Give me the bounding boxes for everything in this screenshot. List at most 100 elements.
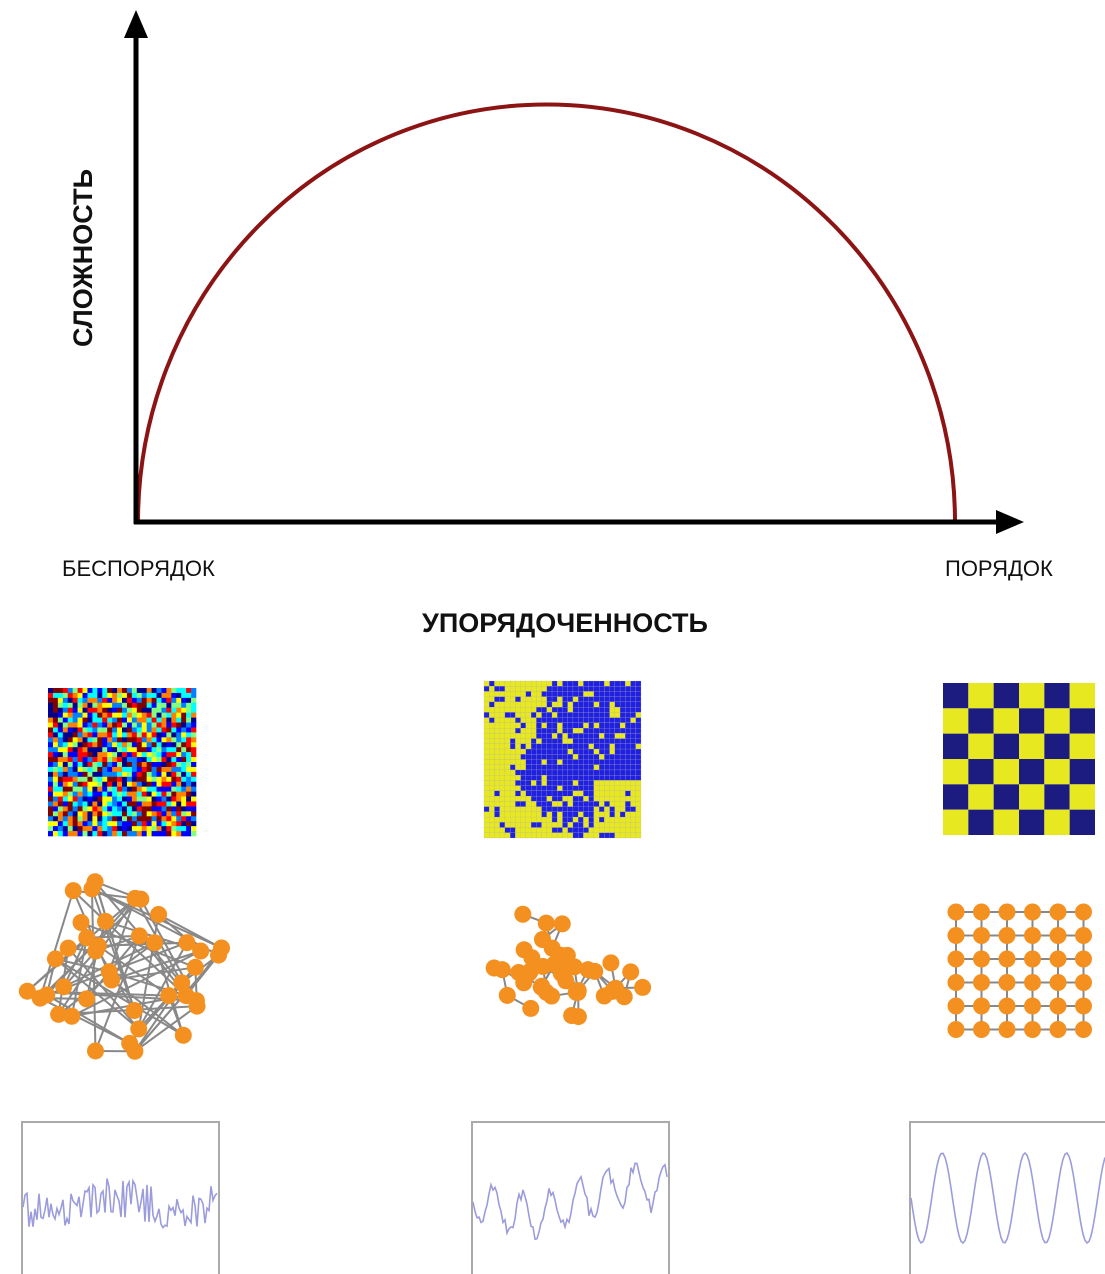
noise-cell [102,772,107,777]
noise-cell [152,772,157,777]
domain-cell [594,754,599,759]
domain-cell [542,754,547,759]
domain-cell [589,828,594,833]
noise-cell [102,777,107,782]
noise-cell [112,708,117,713]
noise-cell [97,703,102,708]
noise-cell [58,762,63,767]
domain-cell [494,812,499,817]
domain-cell [610,760,615,765]
noise-cell [166,752,171,757]
checker-cell [1019,784,1044,809]
x-right-label: ПОРЯДОК [945,556,1053,581]
domain-cell [505,749,510,754]
domain-cell [573,791,578,796]
domain-cell [589,686,594,691]
domain-cell [505,770,510,775]
noise-cell [152,713,157,718]
domain-cell [510,786,515,791]
noise-cell [63,698,68,703]
domain-cell [568,801,573,806]
noise-cell [122,693,127,698]
noise-cell [166,797,171,802]
domain-cell [552,707,557,712]
domain-cell [589,822,594,827]
domain-cell [563,801,568,806]
domain-cell [599,691,604,696]
domain-cell [515,760,520,765]
domain-cell [589,697,594,702]
domain-cell [599,786,604,791]
noise-cell [186,826,191,831]
domain-cell [636,760,641,765]
domain-cell [557,733,562,738]
noise-cell [63,727,68,732]
noise-cell [181,816,186,821]
domain-cell [573,801,578,806]
domain-cell [489,733,494,738]
noise-cell [58,737,63,742]
noise-cell [171,777,176,782]
noise-cell [132,767,137,772]
domain-cell [599,718,604,723]
domain-cell [531,765,536,770]
domain-cell [542,739,547,744]
domain-cell [610,817,615,822]
noise-cell [48,723,53,728]
noise-cell [191,826,196,831]
node [499,987,516,1004]
domain-cell [510,796,515,801]
noise-cell [112,772,117,777]
domain-cell [636,681,641,686]
noise-cell [117,723,122,728]
noise-cell [58,787,63,792]
domain-cell [604,691,609,696]
noise-cell [127,797,132,802]
domain-cell [583,739,588,744]
domain-cell [563,733,568,738]
noise-cell [152,792,157,797]
noise-cell [48,772,53,777]
noise-cell [48,757,53,762]
domain-cell [615,780,620,785]
noise-cell [171,782,176,787]
domain-cell [615,691,620,696]
noise-cell [97,797,102,802]
node [1050,951,1067,968]
noise-cell [147,747,152,752]
domain-cell [557,807,562,812]
domain-cell [552,765,557,770]
noise-cell [73,762,78,767]
noise-cell [137,732,142,737]
domain-cell [521,796,526,801]
node [634,979,651,996]
noise-cell [132,762,137,767]
noise-cell [53,698,58,703]
noise-cell [97,782,102,787]
domain-cell [599,801,604,806]
domain-cell [610,697,615,702]
domain-cell [536,749,541,754]
checker-cell [968,784,993,809]
noise-cell [107,777,112,782]
noise-cell [137,782,142,787]
domain-cell [594,780,599,785]
domain-cell [547,786,552,791]
noise-cell [161,703,166,708]
noise-cell [112,811,117,816]
domain-cell [542,801,547,806]
domain-cell [625,691,630,696]
domain-cell [484,780,489,785]
noise-cell [73,718,78,723]
domain-cell [484,739,489,744]
domain-cell [494,833,499,838]
domain-cell [494,765,499,770]
noise-cell [171,703,176,708]
noise-cell [152,727,157,732]
noise-cell [92,762,97,767]
noise-cell [112,821,117,826]
domain-cell [557,775,562,780]
noise-cell [117,797,122,802]
noise-cell [152,747,157,752]
domain-cell [552,801,557,806]
